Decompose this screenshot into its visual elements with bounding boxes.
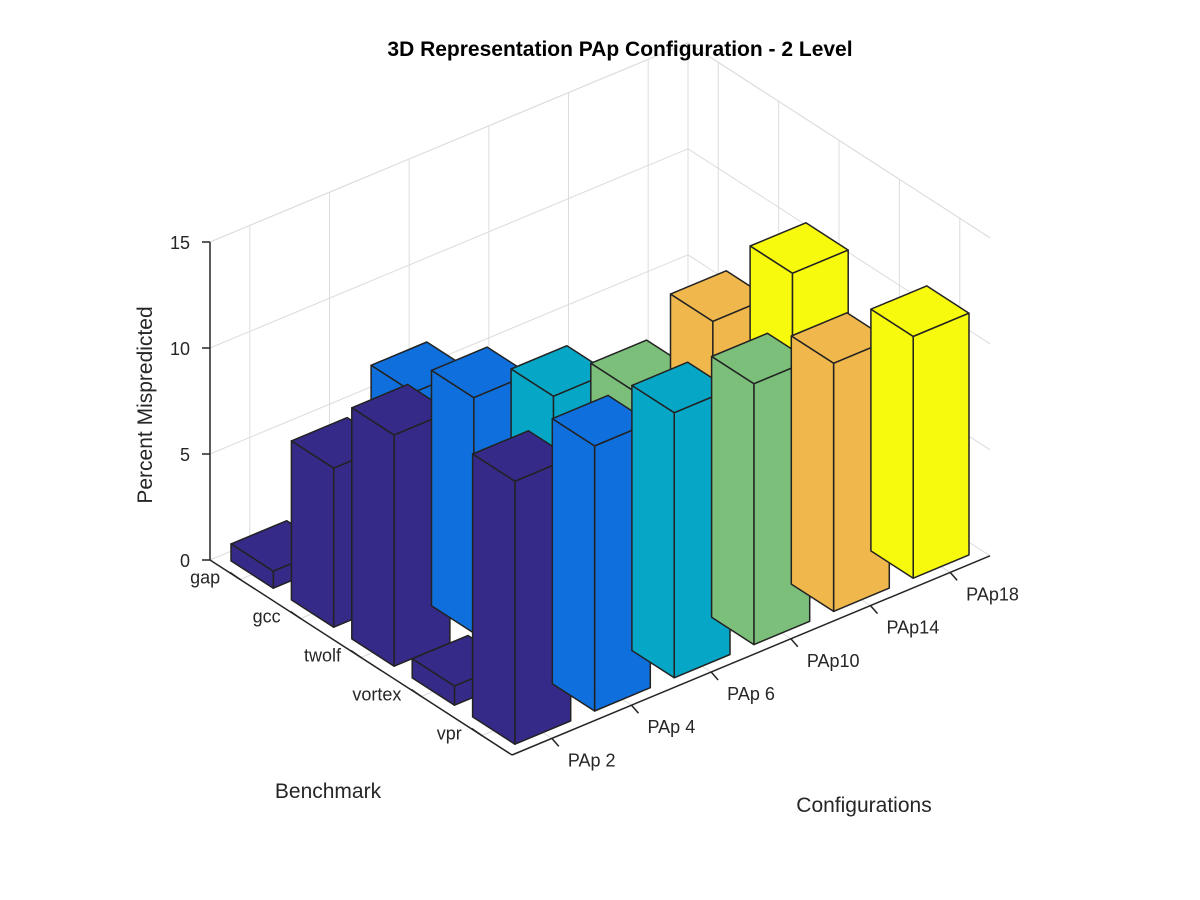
- z-tick-label: 5: [180, 445, 190, 465]
- bar-side-face: [471, 453, 516, 745]
- x-tick-label: PAp 2: [568, 750, 616, 770]
- bar-side-face: [870, 308, 914, 579]
- x-tick: [710, 671, 719, 681]
- y-tick: [290, 610, 302, 620]
- y-tick-label: gcc: [253, 607, 281, 627]
- bar-side-face: [631, 384, 675, 679]
- bars-layer: [230, 222, 970, 745]
- grid-line: [209, 148, 689, 349]
- x-tick-label: PAp 6: [727, 684, 775, 704]
- box-edge: [209, 42, 689, 243]
- x-tick-label: PAp14: [887, 618, 940, 638]
- y-tick: [229, 571, 241, 581]
- bar-side-face: [710, 355, 755, 646]
- z-tick-label: 0: [180, 551, 190, 571]
- chart-title: 3D Representation PAp Configuration - 2 …: [387, 38, 852, 61]
- x-tick: [869, 605, 879, 615]
- y-tick-label: gap: [190, 568, 220, 588]
- labels-layer: 0 5 10 15 gap gcc twolf vortex vpr PAp 2 PAp 4 PAp …: [170, 233, 1019, 770]
- x-tick-label: PAp18: [966, 584, 1019, 604]
- x-tick: [630, 704, 640, 714]
- bar-side-face: [290, 440, 335, 628]
- bar-side-face: [411, 658, 456, 706]
- box-edge: [687, 42, 991, 239]
- x-tick: [790, 638, 799, 648]
- y-tick: [350, 649, 362, 659]
- y-tick: [471, 727, 483, 737]
- y-axis-label: Benchmark: [275, 780, 382, 803]
- y-tick-label: twolf: [304, 646, 342, 666]
- bar: [870, 285, 970, 579]
- x-axis-line: [511, 555, 991, 756]
- x-tick-label: PAp10: [807, 651, 860, 671]
- y-tick-label: vpr: [437, 724, 462, 744]
- bar-side-face: [790, 335, 835, 613]
- bar-front-face: [912, 312, 970, 579]
- grid-line: [209, 254, 689, 455]
- bar-side-face: [551, 417, 596, 712]
- x-axis-label: Configurations: [796, 794, 931, 817]
- x-tick-label: PAp 4: [648, 717, 696, 737]
- z-tick-label: 10: [170, 339, 190, 359]
- x-tick: [551, 737, 560, 747]
- z-tick-label: 15: [170, 233, 190, 253]
- x-tick: [949, 571, 958, 581]
- z-axis-label: Percent Mispredicted: [134, 306, 157, 503]
- axes-layer: [202, 241, 991, 756]
- bar-side-face: [351, 407, 395, 667]
- bar-side-face: [230, 543, 275, 589]
- bar-side-face: [430, 369, 475, 634]
- y-tick: [410, 688, 422, 698]
- y-tick-label: vortex: [352, 685, 401, 705]
